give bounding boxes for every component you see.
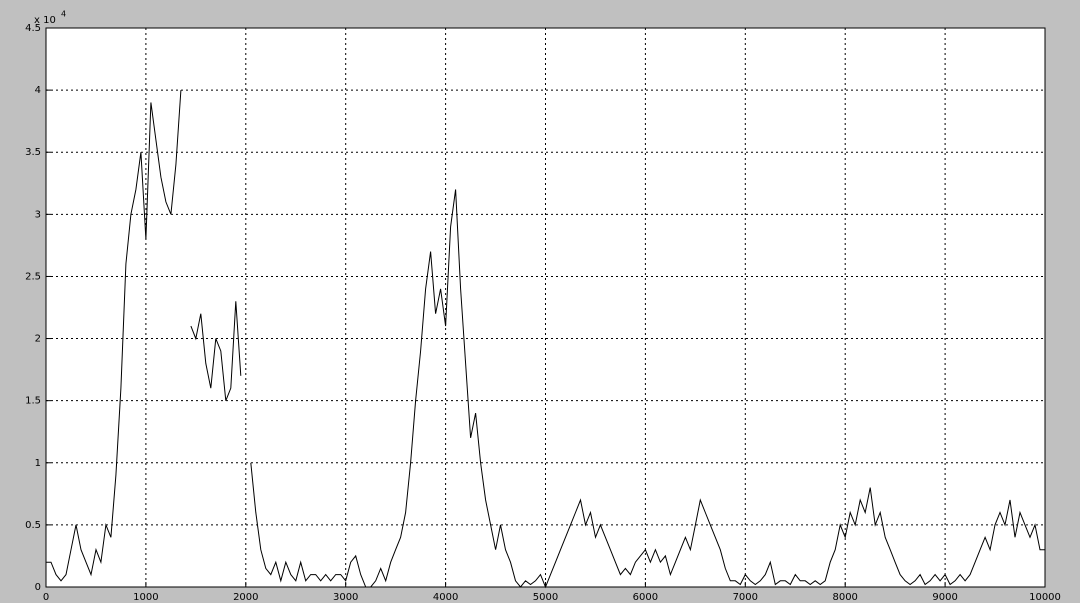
x-tick-label: 3000 <box>333 592 358 603</box>
x-tick-label: 6000 <box>633 592 658 603</box>
y-tick-label: 0.5 <box>25 520 41 531</box>
x-tick-label: 8000 <box>832 592 857 603</box>
y-tick-label: 1 <box>35 458 41 469</box>
y-exponent-base: x 10 <box>34 15 56 26</box>
y-tick-label: 1.5 <box>25 396 41 407</box>
y-tick-label: 2 <box>35 334 41 345</box>
x-tick-label: 0 <box>43 592 49 603</box>
x-tick-label: 1000 <box>133 592 158 603</box>
y-tick-label: 2.5 <box>25 271 41 282</box>
x-tick-label: 2000 <box>233 592 258 603</box>
x-tick-label: 9000 <box>932 592 957 603</box>
data-line <box>46 90 1045 589</box>
y-tick-label: 0 <box>35 582 41 593</box>
y-tick-label: 3.5 <box>25 147 41 158</box>
y-tick-label: 4.5 <box>25 23 41 34</box>
x-tick-label: 4000 <box>433 592 458 603</box>
y-exponent: 4 <box>61 10 66 19</box>
y-tick-label: 3 <box>35 209 41 220</box>
x-tick-label: 7000 <box>733 592 758 603</box>
x-tick-label: 5000 <box>533 592 558 603</box>
y-tick-label: 4 <box>35 85 41 96</box>
x-tick-label: 10000 <box>1029 592 1061 603</box>
